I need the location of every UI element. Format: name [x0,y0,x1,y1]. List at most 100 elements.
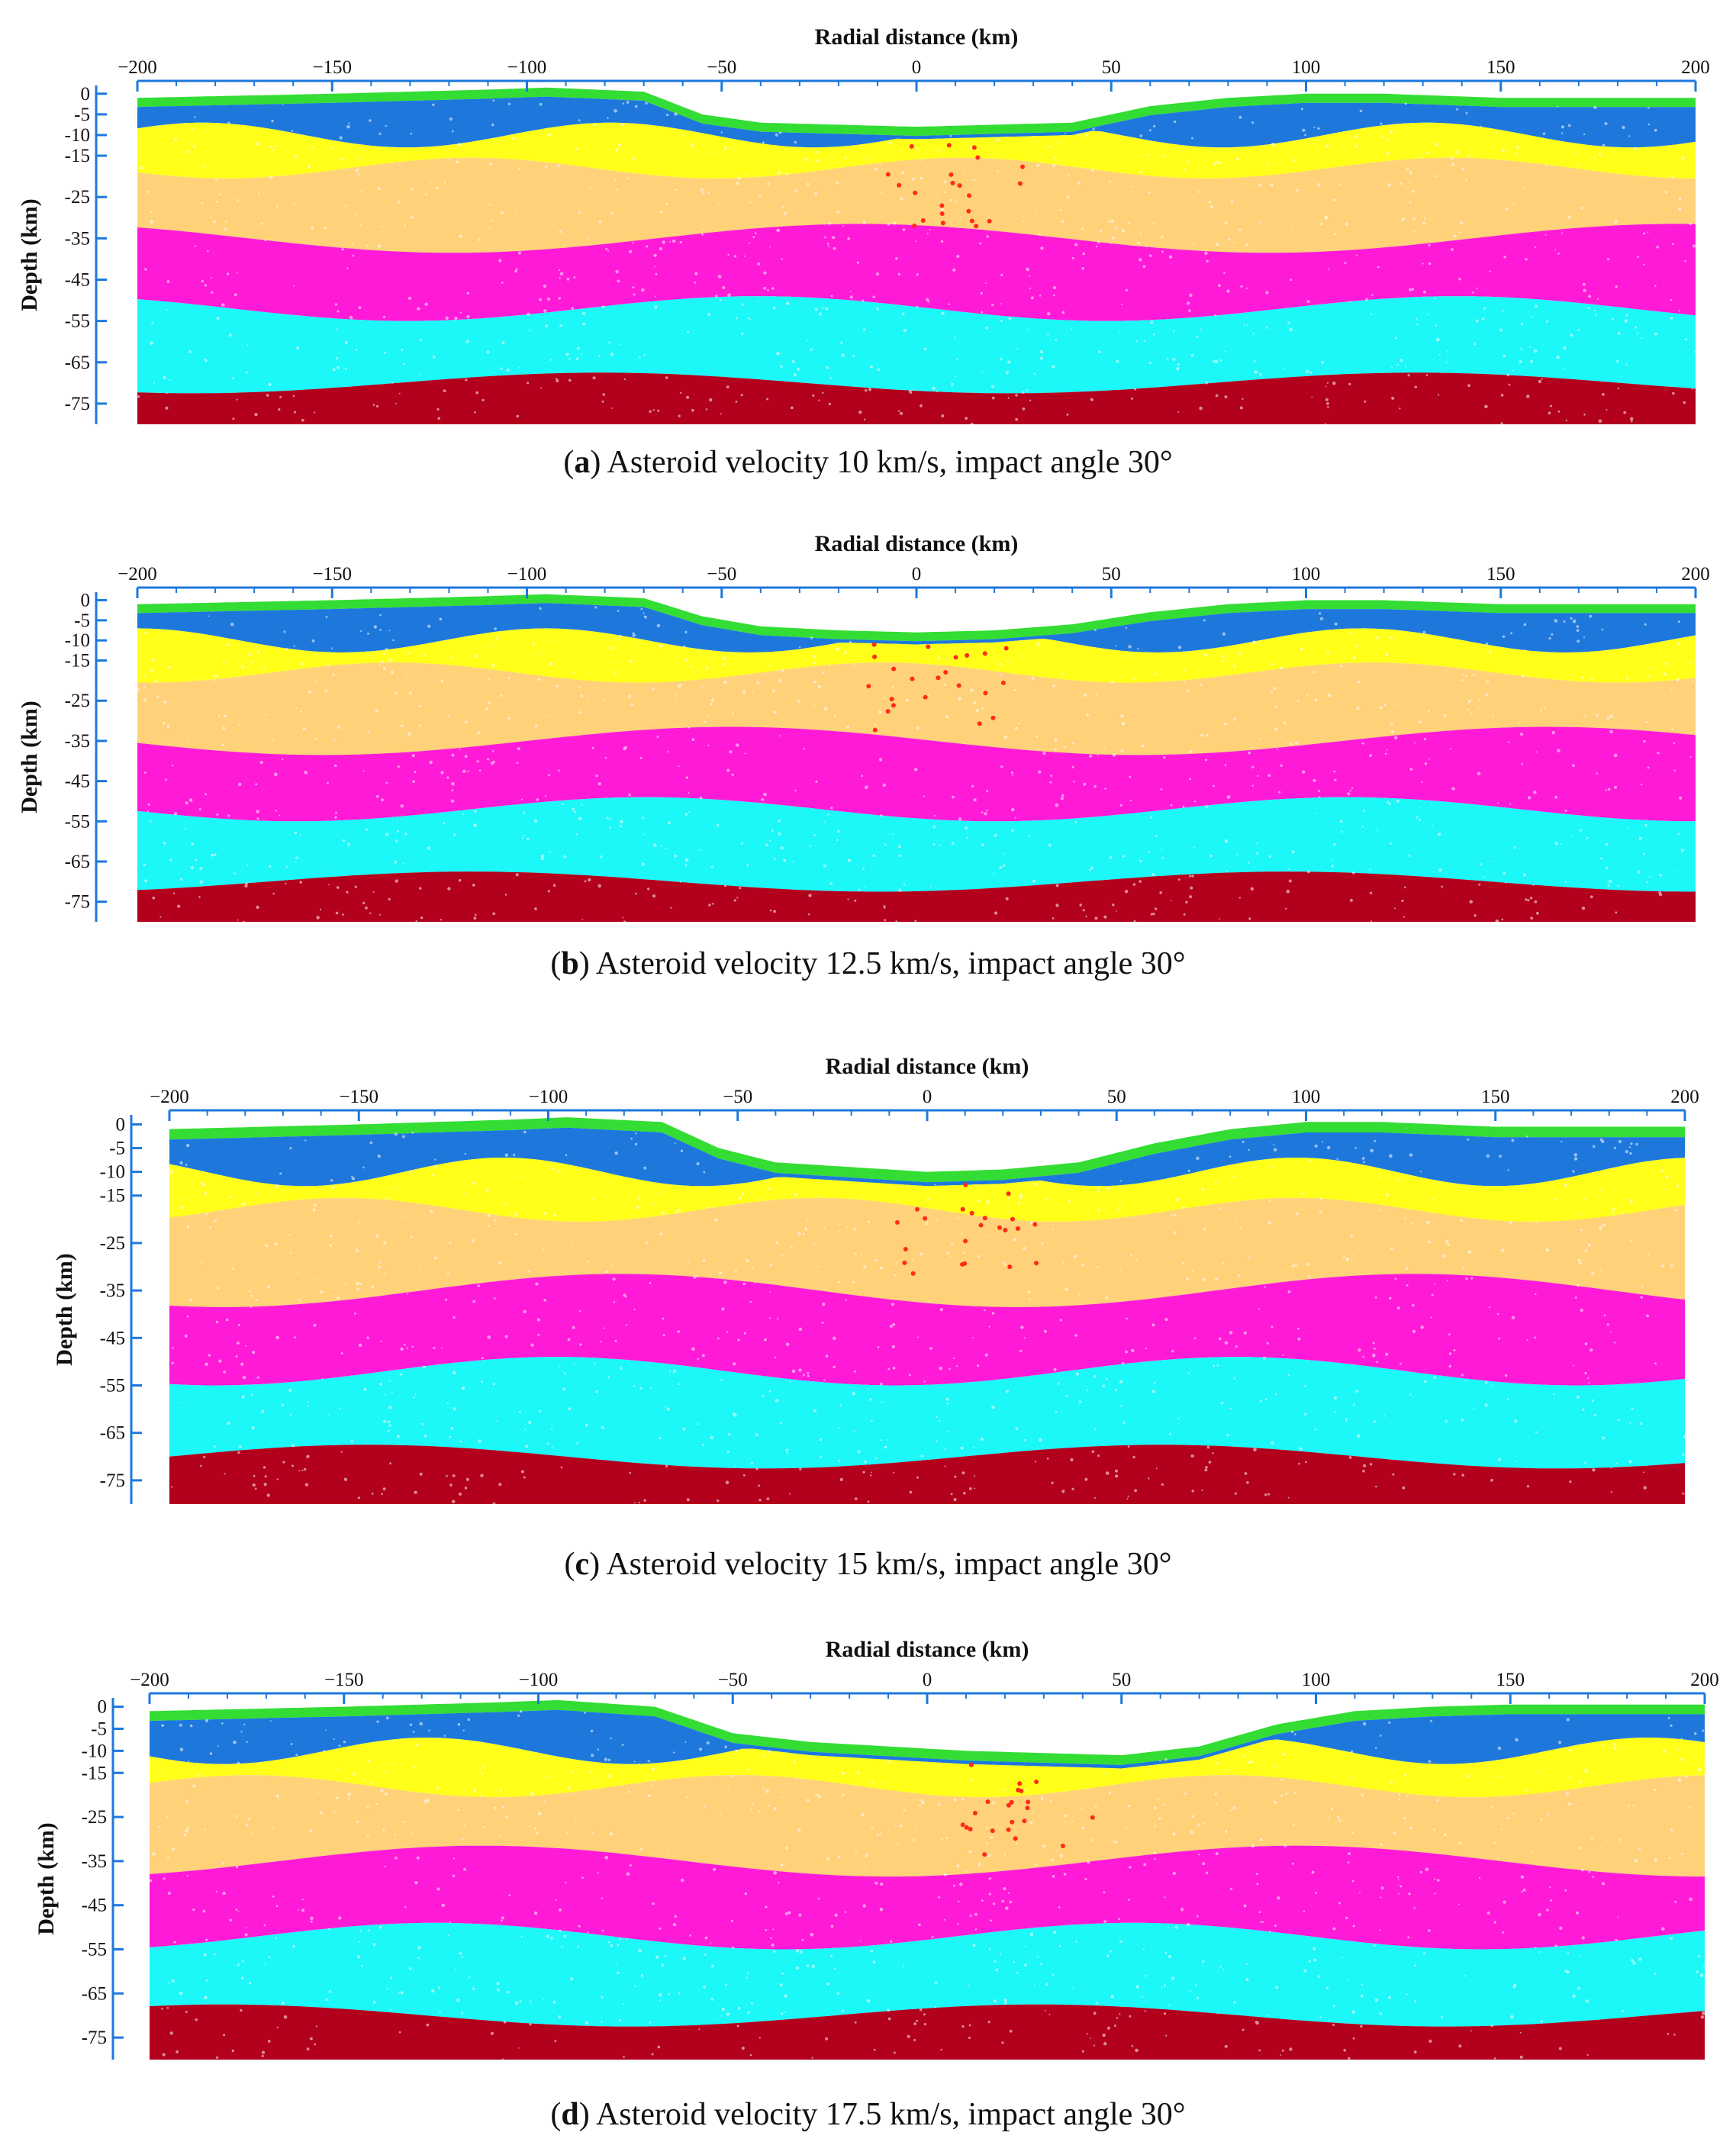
particle [960,216,962,218]
particle [1446,350,1448,353]
particle [1079,904,1082,907]
particle [315,2025,317,2028]
particle [1326,402,1329,405]
particle [489,645,491,647]
particle [465,340,469,343]
particle [252,1351,256,1355]
particle [1125,1350,1128,1354]
particle [852,355,855,358]
particle [205,359,208,362]
particle [585,1423,588,1427]
particle [167,665,171,669]
particle [601,1996,604,1999]
particle [1546,1909,1549,1912]
particle [1224,350,1226,353]
particle [385,124,387,127]
particle [968,1487,972,1490]
particle [1142,265,1146,269]
ejecta-particle [982,1216,987,1221]
particle [301,1469,304,1471]
particle [1502,354,1506,358]
ejecta-particle [960,1206,965,1212]
y-tick-label: -5 [74,105,90,125]
particle [368,1805,371,1808]
particle [537,678,541,681]
particle [1213,1364,1215,1367]
particle [215,178,217,181]
y-tick-label: -25 [100,1233,125,1254]
particle [1390,1248,1393,1251]
particle [1097,240,1100,244]
particle [642,817,645,820]
particle [1232,665,1236,668]
particle [823,707,828,710]
particle [1154,907,1158,910]
particle [704,720,706,723]
particle [1486,680,1490,683]
particle [766,398,769,401]
particle [968,1984,970,1986]
particle [629,250,633,253]
particle [832,236,836,240]
particle [1325,385,1327,388]
particle [1371,294,1374,296]
particle [1419,1870,1422,1873]
particle [952,795,955,799]
particle [1203,619,1206,622]
particle [1530,916,1534,920]
particle [749,2054,752,2057]
particle [235,1355,238,1358]
particle [1420,148,1422,150]
particle [1183,913,1186,916]
particle [781,1796,783,1799]
particle [1348,1852,1351,1855]
particle [163,700,167,704]
particle [836,647,840,652]
particle [1348,2057,1351,2060]
particle [858,888,861,891]
particle [961,1232,963,1235]
layer-upper-blue [150,1709,1705,1769]
particle [1094,1805,1097,1808]
particle [1628,1198,1630,1200]
particle [710,1942,712,1944]
particle [1095,245,1098,248]
particle [1286,889,1290,894]
x-tick-label: −50 [723,1087,752,1107]
particle [649,2021,652,2024]
particle [978,1865,981,1867]
particle [566,277,570,281]
particle [1254,359,1256,362]
ejecta-particle [1006,1802,1011,1808]
particle [1577,639,1580,643]
particle [450,1426,454,1430]
particle [898,845,901,849]
particle [383,667,386,671]
particle [1314,1428,1317,1431]
particle [1399,1885,1403,1888]
particle [519,2000,522,2003]
particle [482,1764,485,1768]
particle [1488,650,1492,654]
particle [174,812,178,816]
particle [984,812,987,816]
particle [1203,1822,1205,1825]
particle [179,1723,182,1727]
particle [323,1750,326,1752]
particle [623,2056,625,2058]
particle [185,801,188,805]
particle [1031,677,1035,680]
particle [369,119,372,122]
particle [565,1882,567,1884]
particle [179,1748,184,1751]
particle [768,1750,771,1754]
particle [744,255,746,257]
particle [747,1768,750,1770]
particle [379,913,382,916]
particle [501,282,504,284]
particle [186,1226,190,1229]
particle [1139,258,1142,262]
particle [796,1777,798,1780]
particle [1124,890,1129,894]
